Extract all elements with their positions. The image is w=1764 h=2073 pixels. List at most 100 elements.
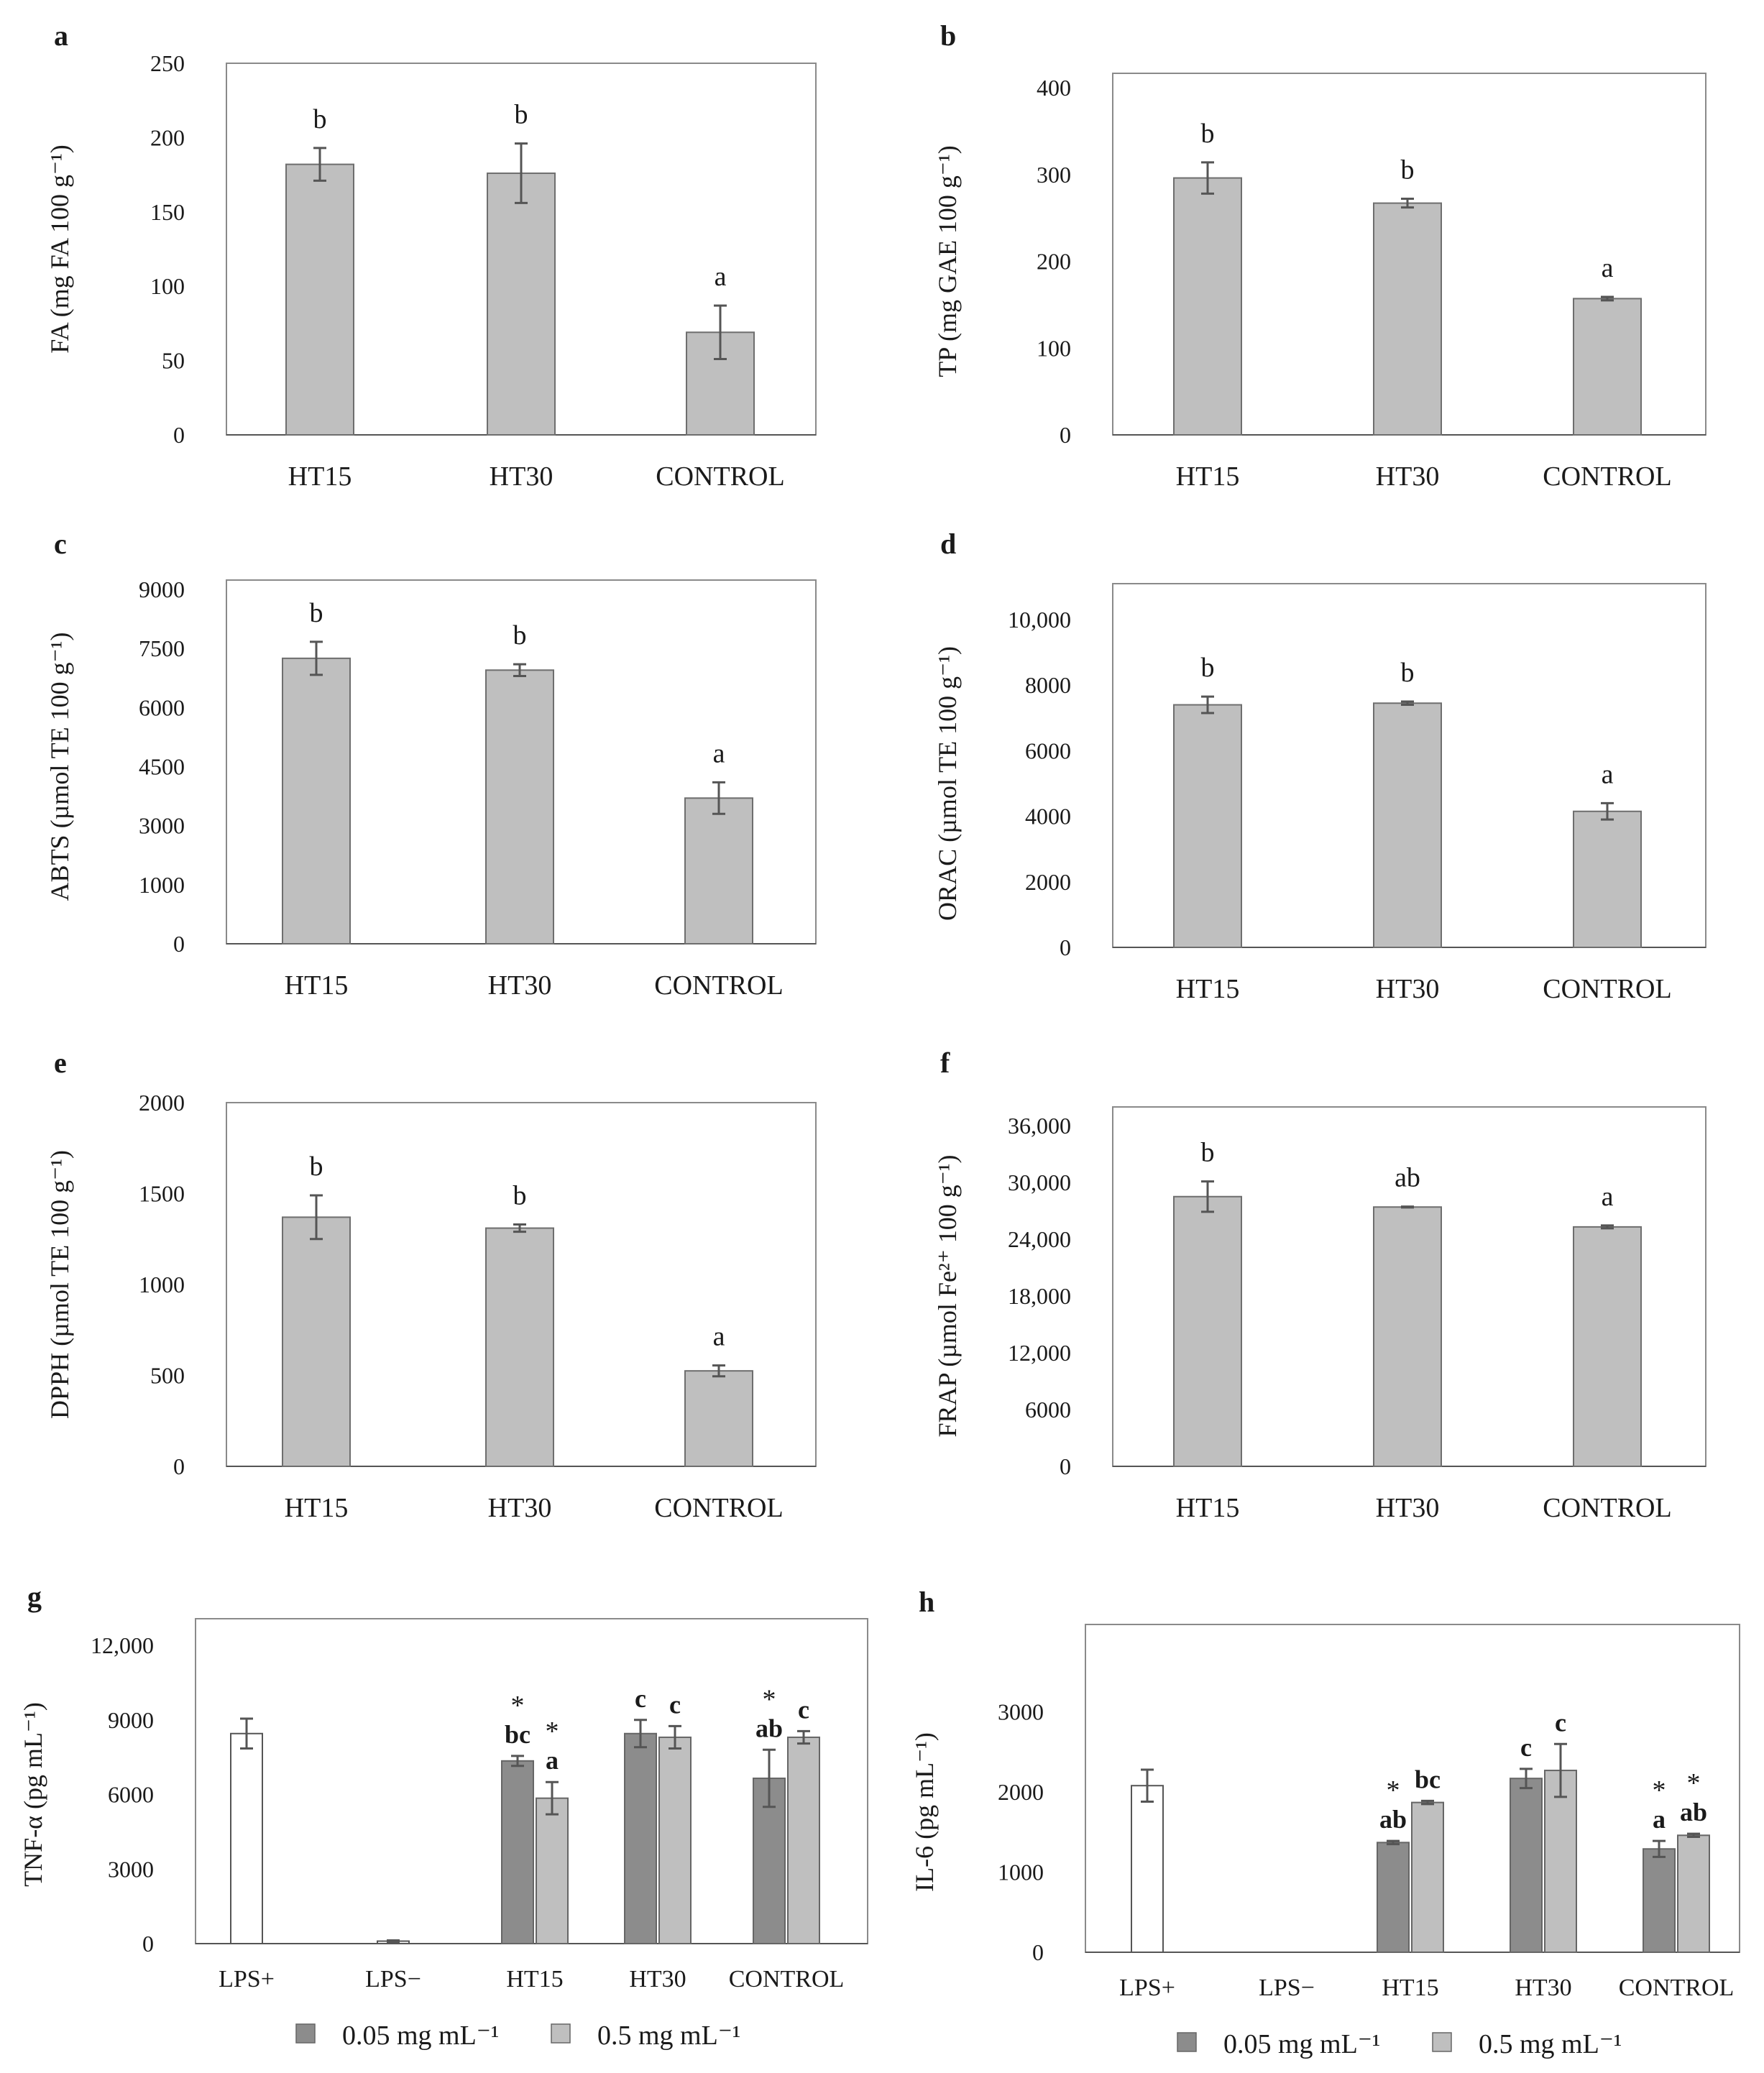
significance-label: bc <box>1415 1765 1441 1793</box>
y-tick-label: 0 <box>1060 934 1071 960</box>
panel-letter-e: e <box>54 1047 67 1079</box>
y-tick-label: 400 <box>1037 75 1071 101</box>
y-tick-label: 0 <box>142 1931 154 1957</box>
significance-label: c <box>1555 1708 1566 1737</box>
x-tick-label: CONTROL <box>1619 1975 1735 2001</box>
y-axis-label: FA (mg FA 100 g⁻¹) <box>45 144 74 354</box>
y-tick-label: 100 <box>1037 335 1071 361</box>
significance-label: b <box>310 1152 323 1182</box>
y-tick-label: 10,000 <box>1008 607 1071 633</box>
x-tick-label: HT30 <box>488 1493 552 1523</box>
significance-label: a <box>1653 1805 1666 1834</box>
y-tick-label: 36,000 <box>1008 1113 1071 1139</box>
legend-label-2: 0.5 mg mL⁻¹ <box>597 2021 740 2051</box>
bar <box>1573 298 1642 436</box>
significance-star: * <box>1387 1775 1400 1806</box>
panel-letter-b: b <box>940 19 956 52</box>
y-tick-label: 4000 <box>1025 804 1071 829</box>
significance-label: a <box>1602 759 1614 789</box>
x-tick-label: CONTROL <box>729 1966 845 1992</box>
significance-label: a <box>546 1746 559 1775</box>
x-tick-label: HT30 <box>488 970 552 1001</box>
x-tick-label: LPS+ <box>219 1966 275 1992</box>
y-tick-label: 200 <box>150 124 185 150</box>
significance-label: bc <box>505 1720 530 1749</box>
y-tick-label: 3000 <box>139 813 185 839</box>
x-tick-label: CONTROL <box>656 461 784 492</box>
panel-letter-g: g <box>27 1581 42 1613</box>
bar-series-1 <box>1377 1842 1410 1953</box>
y-axis-label: IL-6 (pg mL⁻¹) <box>910 1732 939 1892</box>
legend-swatch-2 <box>551 2023 571 2044</box>
x-tick-label: HT30 <box>490 461 553 492</box>
bar <box>285 163 354 436</box>
legend-swatch-1 <box>295 2023 316 2044</box>
y-tick-label: 30,000 <box>1008 1169 1071 1195</box>
panel-letter-d: d <box>940 528 956 560</box>
significance-star: * <box>1687 1768 1701 1798</box>
legend-swatch-2 <box>1432 2032 1452 2052</box>
significance-label: b <box>513 1181 527 1211</box>
bar-series-2 <box>658 1736 692 1944</box>
y-axis-label: ORAC (µmol TE 100 g⁻¹) <box>933 646 962 921</box>
y-tick-label: 100 <box>150 273 185 299</box>
x-tick-label: HT30 <box>1376 974 1440 1004</box>
panel-letter-f: f <box>940 1047 950 1079</box>
bar-series-1 <box>624 1732 657 1944</box>
y-tick-label: 0 <box>1060 422 1071 448</box>
x-tick-label: HT30 <box>1376 461 1440 492</box>
significance-label: ab <box>1680 1798 1707 1826</box>
x-tick-label: HT15 <box>1382 1975 1438 2001</box>
significance-label: b <box>513 620 527 651</box>
bar-series-2 <box>1677 1834 1710 1953</box>
bar-control-lps <box>1131 1785 1164 1953</box>
bar <box>485 669 554 944</box>
significance-label: ab <box>755 1714 783 1742</box>
x-tick-label: HT15 <box>285 970 349 1001</box>
bar <box>1373 1206 1442 1467</box>
bar <box>684 1370 753 1468</box>
y-tick-label: 6000 <box>139 694 185 720</box>
significance-label: b <box>1401 155 1415 185</box>
x-tick-label: CONTROL <box>654 1493 783 1523</box>
y-tick-label: 2000 <box>998 1779 1044 1805</box>
bar <box>1573 1226 1642 1467</box>
y-tick-label: 8000 <box>1025 672 1071 698</box>
x-tick-label: LPS+ <box>1119 1975 1175 2001</box>
y-axis-label: TP (mg GAE 100 g⁻¹) <box>933 145 962 377</box>
bar-series-2 <box>1411 1801 1444 1954</box>
legend-label-1: 0.05 mg mL⁻¹ <box>1223 2029 1380 2059</box>
y-tick-label: 0 <box>173 422 185 448</box>
y-tick-label: 9000 <box>139 576 185 602</box>
y-tick-label: 300 <box>1037 162 1071 188</box>
y-axis-label: ABTS (µmol TE 100 g⁻¹) <box>45 633 74 901</box>
significance-label: c <box>798 1695 809 1724</box>
x-tick-label: CONTROL <box>1543 461 1671 492</box>
y-tick-label: 1000 <box>139 1272 185 1297</box>
significance-label: ab <box>1379 1805 1407 1834</box>
significance-label: ab <box>1395 1163 1420 1193</box>
bar <box>282 1216 351 1467</box>
y-tick-label: 0 <box>173 1453 185 1479</box>
x-tick-label: HT15 <box>288 461 352 492</box>
y-tick-label: 250 <box>150 50 185 76</box>
y-tick-label: 18,000 <box>1008 1283 1071 1309</box>
significance-star: * <box>763 1684 776 1714</box>
significance-star: * <box>511 1691 525 1721</box>
significance-label: b <box>310 598 323 628</box>
significance-label: c <box>669 1690 681 1719</box>
significance-label: b <box>1201 1138 1215 1168</box>
y-tick-label: 200 <box>1037 249 1071 275</box>
panel-letter-h: h <box>919 1586 934 1618</box>
bar <box>1173 177 1242 436</box>
y-tick-label: 500 <box>150 1363 185 1389</box>
y-tick-label: 6000 <box>1025 1397 1071 1422</box>
bar <box>1173 1195 1242 1467</box>
bar-series-2 <box>536 1797 569 1944</box>
y-tick-label: 12,000 <box>1008 1340 1071 1366</box>
y-tick-label: 3000 <box>108 1856 154 1882</box>
bar-series-1 <box>1643 1848 1676 1953</box>
bar-series-1 <box>501 1760 534 1944</box>
bar-series-1 <box>1510 1778 1543 1953</box>
